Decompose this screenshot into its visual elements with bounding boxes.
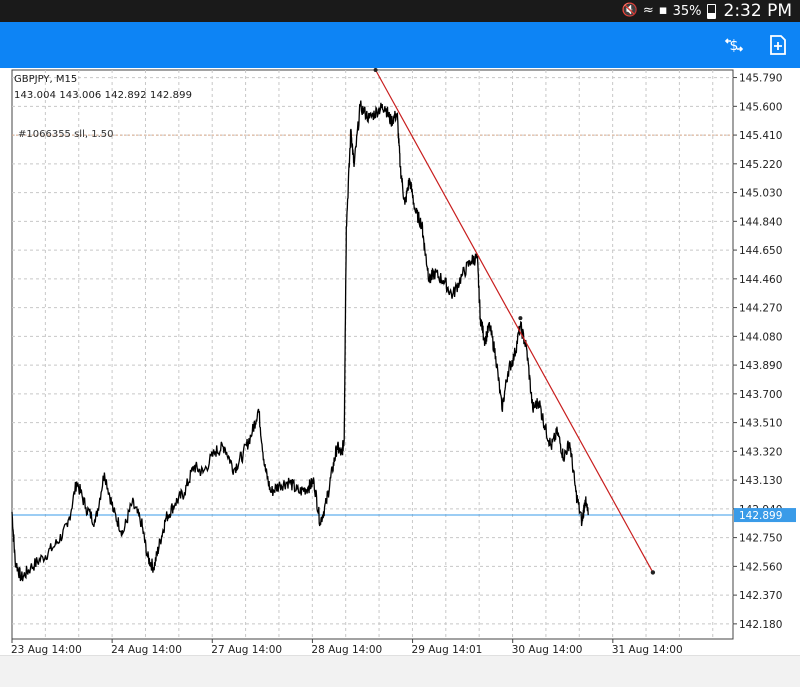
signal-icon: ▪ xyxy=(658,3,668,18)
trade-button[interactable]: $ xyxy=(719,30,749,60)
y-tick-label: 145.220 xyxy=(739,159,782,171)
clock: 2:32 PM xyxy=(723,1,793,21)
y-axis: 145.790 145.600 145.410 145.220 145.030 144.8… xyxy=(733,73,796,631)
price-line xyxy=(11,100,589,582)
y-tick-label: 144.270 xyxy=(739,303,782,315)
current-price-label: 142.899 xyxy=(739,510,782,522)
y-tick-label: 143.130 xyxy=(739,475,782,487)
trendline[interactable] xyxy=(373,68,656,575)
x-tick-label: 23 Aug 14:00 xyxy=(11,644,82,656)
wifi-icon: ≈ xyxy=(642,3,654,18)
status-bar: 🔇 ≈ ▪ 35% 2:32 PM xyxy=(0,0,800,22)
y-tick-label: 142.750 xyxy=(739,533,782,545)
chart-area[interactable]: 145.790 145.600 145.410 145.220 145.030 144.8… xyxy=(0,68,800,687)
price-chart[interactable]: 145.790 145.600 145.410 145.220 145.030 144.8… xyxy=(0,68,800,687)
trendline-segment xyxy=(375,69,654,573)
plot-frame xyxy=(11,69,734,640)
x-tick-label: 29 Aug 14:01 xyxy=(412,644,483,656)
trendline-handle-start xyxy=(373,68,378,72)
new-order-icon xyxy=(770,35,786,55)
y-tick-label: 144.080 xyxy=(739,331,782,343)
trendline-handle-mid xyxy=(518,316,523,321)
battery-percent: 35% xyxy=(672,3,702,19)
order-label: #1066355 sll, 1.50 xyxy=(18,129,114,140)
y-tick-label: 145.030 xyxy=(739,188,782,200)
x-axis: 23 Aug 14:00 24 Aug 14:00 27 Aug 14:00 28 A… xyxy=(11,639,683,656)
x-tick-label: 30 Aug 14:00 xyxy=(512,644,583,656)
battery-icon xyxy=(706,3,716,19)
symbol-label: GBPJPY, M15 xyxy=(14,74,78,85)
x-tick-label: 24 Aug 14:00 xyxy=(111,644,182,656)
y-tick-label: 142.370 xyxy=(739,590,782,602)
y-tick-label: 144.460 xyxy=(739,274,782,286)
y-tick-label: 145.790 xyxy=(739,73,782,85)
bottom-strip xyxy=(0,655,800,687)
y-tick-label: 143.510 xyxy=(739,418,782,430)
y-tick-label: 142.560 xyxy=(739,561,782,573)
trade-icon: $ xyxy=(724,38,744,54)
current-price-tag: 142.899 xyxy=(734,508,796,523)
x-tick-label: 31 Aug 14:00 xyxy=(612,644,683,656)
y-tick-label: 142.180 xyxy=(739,619,782,631)
y-tick-label: 145.600 xyxy=(739,101,782,113)
y-tick-label: 143.890 xyxy=(739,360,782,372)
y-tick-label: 144.840 xyxy=(739,216,782,228)
status-icons: 🔇 ≈ ▪ 35% 2:32 PM xyxy=(622,0,792,22)
y-tick-label: 143.700 xyxy=(739,389,782,401)
new-order-button[interactable] xyxy=(763,30,793,60)
current-price-tag-bg xyxy=(734,508,796,523)
x-tick-label: 28 Aug 14:00 xyxy=(311,644,382,656)
chart-grid xyxy=(11,69,734,640)
y-tick-label: 145.410 xyxy=(739,130,782,142)
price-series xyxy=(11,100,589,582)
x-tick-label: 27 Aug 14:00 xyxy=(211,644,282,656)
ohlc-values: 143.004 143.006 142.892 142.899 xyxy=(14,90,193,101)
mute-icon: 🔇 xyxy=(621,3,638,18)
svg-text:$: $ xyxy=(730,38,739,54)
level-lines xyxy=(12,134,733,516)
y-tick-label: 143.320 xyxy=(739,446,782,458)
y-tick-label: 144.650 xyxy=(739,245,782,257)
trendline-handle-end xyxy=(650,570,656,575)
app-bar: $ xyxy=(0,22,800,68)
